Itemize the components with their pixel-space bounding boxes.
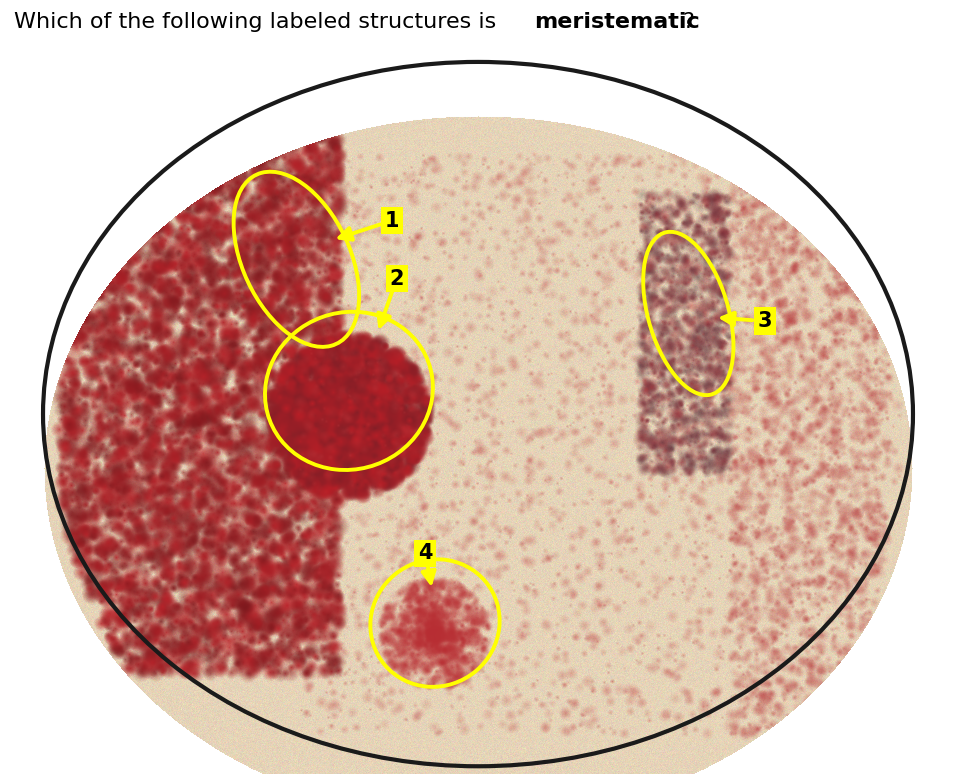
Text: ?: ? xyxy=(683,12,694,32)
Text: 2: 2 xyxy=(389,269,404,289)
Text: Which of the following labeled structures is: Which of the following labeled structure… xyxy=(14,12,504,32)
Text: 3: 3 xyxy=(757,311,772,331)
Text: 4: 4 xyxy=(418,543,433,563)
Text: meristematic: meristematic xyxy=(534,12,700,32)
Text: 1: 1 xyxy=(384,211,400,231)
